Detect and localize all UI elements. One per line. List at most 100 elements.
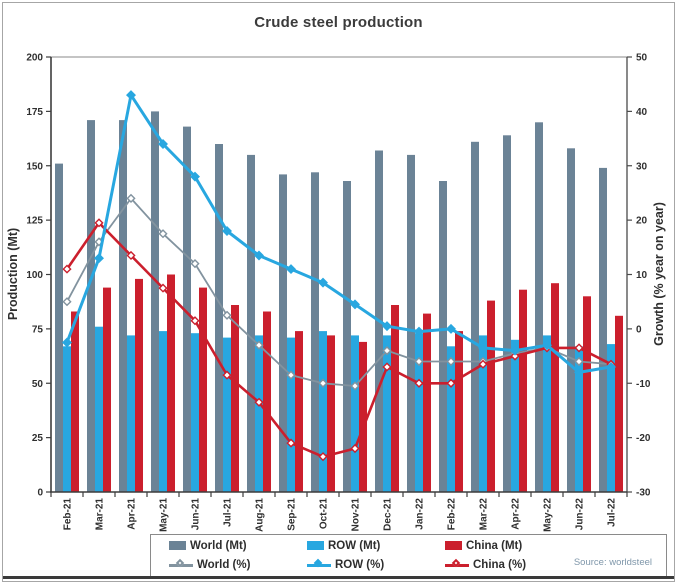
legend-item-china-pct: China (%): [445, 559, 583, 571]
marker-world-: [286, 370, 296, 380]
marker-world-: [254, 340, 264, 350]
marker-world-: [222, 310, 232, 320]
legend-label: China (%): [473, 559, 527, 572]
svg-text:-20: -20: [636, 433, 651, 444]
marker-row-: [446, 323, 456, 334]
marker-china-: [382, 362, 392, 372]
marker-china-: [190, 316, 200, 326]
marker-row-: [62, 337, 72, 348]
svg-text:Nov-21: Nov-21: [351, 498, 362, 532]
source-caption: Source: worldsteel: [573, 557, 652, 568]
svg-text:200: 200: [26, 53, 43, 64]
line-row-: [62, 90, 616, 378]
legend-label: China (Mt): [466, 539, 523, 552]
axis-right: -30 -20 -10 0 10 20 30 40 50: [627, 53, 651, 499]
marker-row-: [382, 321, 392, 332]
marker-china-: [318, 452, 328, 462]
legend-label: World (Mt): [190, 539, 247, 552]
marker-china-: [414, 378, 424, 388]
marker-world-: [574, 356, 584, 367]
svg-text:100: 100: [26, 270, 43, 281]
legend-label: ROW (%): [335, 559, 385, 572]
svg-text:Jul-22: Jul-22: [607, 498, 618, 527]
marker-row-: [126, 90, 136, 101]
svg-text:Jul-21: Jul-21: [223, 498, 234, 527]
svg-text:May-22: May-22: [543, 498, 554, 532]
svg-text:75: 75: [32, 324, 44, 335]
chart-title: Crude steel production: [254, 14, 423, 31]
svg-text:-30: -30: [636, 488, 651, 499]
china-bar-swatch: [445, 541, 462, 551]
legend-item-china-mt: China (Mt): [445, 540, 583, 552]
marker-china-: [478, 359, 488, 369]
svg-text:50: 50: [636, 53, 648, 64]
left-axis-title: Production (Mt): [6, 228, 20, 320]
marker-china-: [574, 343, 584, 353]
marker-world-: [158, 229, 168, 239]
bars-row-mt-: [63, 326, 615, 493]
svg-text:125: 125: [26, 216, 43, 227]
svg-text:25: 25: [32, 433, 44, 444]
svg-text:Apr-22: Apr-22: [511, 498, 522, 530]
svg-text:Apr-21: Apr-21: [127, 498, 138, 530]
svg-text:Mar-22: Mar-22: [479, 498, 490, 531]
china-line-swatch: [445, 559, 469, 568]
axis-bottom: Feb-21 Mar-21 Apr-21 May-21 Jun-21 Jul-21 Aug-…: [50, 492, 628, 532]
marker-row-: [254, 250, 264, 261]
marker-world-: [190, 259, 200, 269]
legend-item-row-pct: ROW (%): [307, 559, 445, 571]
world-line-swatch: [169, 559, 193, 568]
bars-china-mt-: [71, 274, 623, 493]
marker-world-: [414, 356, 424, 367]
marker-world-: [446, 356, 456, 367]
svg-text:Jan-22: Jan-22: [415, 498, 426, 530]
legend-row-bars: World (Mt) ROW (Mt) China (Mt): [169, 537, 666, 555]
marker-world-: [382, 346, 392, 356]
marker-china-: [94, 218, 104, 228]
row-line-swatch: [307, 559, 331, 568]
marker-china-: [126, 250, 136, 261]
marker-row-: [94, 253, 104, 264]
legend-item-world-pct: World (%): [169, 559, 307, 571]
svg-text:Mar-21: Mar-21: [95, 498, 106, 531]
svg-text:Oct-21: Oct-21: [319, 498, 330, 530]
marker-china-: [62, 264, 72, 274]
svg-text:Aug-21: Aug-21: [255, 498, 266, 532]
row-bar-swatch: [307, 541, 324, 551]
svg-text:Jun-21: Jun-21: [191, 498, 202, 531]
marker-world-: [62, 297, 72, 307]
marker-china-: [350, 443, 360, 454]
marker-china-: [254, 397, 264, 407]
marker-world-: [126, 193, 136, 203]
world-bar-swatch: [169, 541, 186, 551]
legend-label: ROW (Mt): [328, 539, 381, 552]
svg-text:Feb-22: Feb-22: [447, 498, 458, 531]
bottom-divider: [3, 576, 674, 579]
legend-label: World (%): [197, 559, 251, 572]
svg-text:30: 30: [636, 161, 648, 172]
legend-item-world-mt: World (Mt): [169, 540, 307, 552]
legend: World (Mt) ROW (Mt) China (Mt) World (%)…: [150, 534, 667, 577]
marker-china-: [286, 438, 296, 448]
legend-item-row-mt: ROW (Mt): [307, 540, 445, 552]
svg-text:May-21: May-21: [159, 498, 170, 532]
marker-china-: [510, 351, 520, 361]
svg-text:40: 40: [636, 107, 648, 118]
marker-china-: [446, 378, 456, 388]
marker-row-: [542, 340, 552, 351]
marker-china-: [158, 283, 168, 293]
marker-row-: [414, 326, 424, 337]
svg-text:175: 175: [26, 107, 43, 118]
marker-world-: [350, 381, 360, 391]
legend-row-lines: World (%) ROW (%) China (%): [169, 556, 666, 574]
marker-row-: [190, 171, 200, 182]
svg-text:50: 50: [32, 379, 44, 390]
marker-row-: [318, 277, 328, 288]
svg-text:-10: -10: [636, 379, 651, 390]
marker-china-: [222, 370, 232, 380]
svg-text:20: 20: [636, 216, 648, 227]
right-axis-title: Growth (% year on year): [652, 202, 666, 346]
marker-row-: [574, 367, 584, 378]
